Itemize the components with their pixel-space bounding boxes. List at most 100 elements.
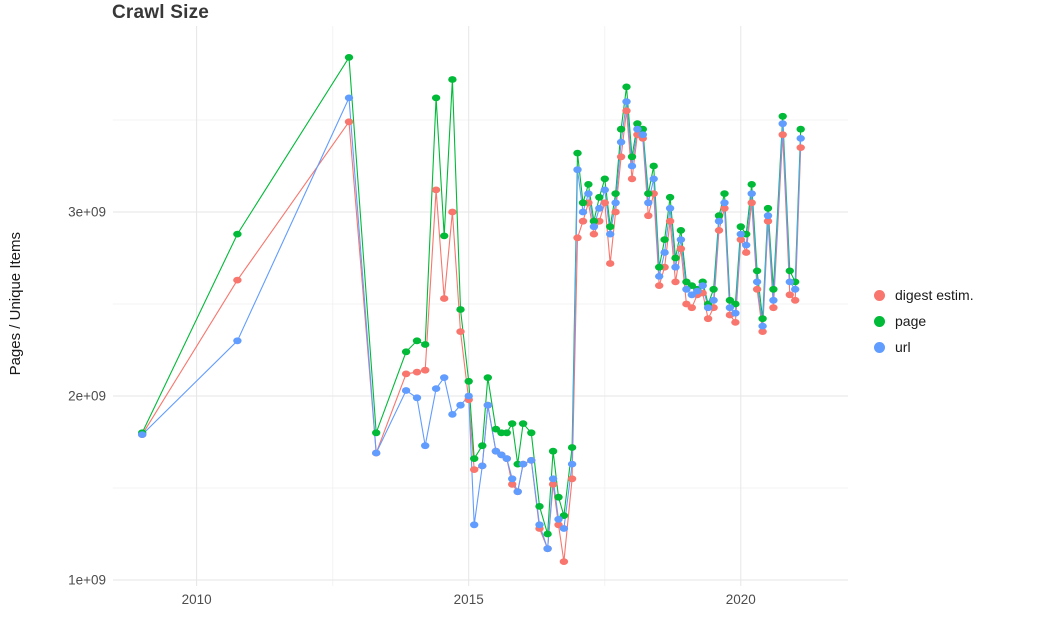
- data-point-page: [518, 420, 528, 427]
- data-point-digest-estim: [456, 328, 465, 335]
- data-point-url: [682, 285, 691, 293]
- data-point-page: [676, 227, 686, 234]
- data-point-url: [693, 287, 702, 295]
- data-point-page: [720, 190, 729, 198]
- data-point-page: [763, 204, 773, 212]
- data-point-digest-estim: [233, 276, 242, 284]
- data-point-url: [752, 278, 762, 286]
- data-point-url: [567, 460, 577, 468]
- data-point-page: [567, 444, 577, 451]
- data-point-page: [736, 223, 745, 231]
- data-point-url: [747, 190, 756, 198]
- data-point-url: [778, 120, 787, 128]
- data-point-url: [578, 208, 588, 216]
- data-point-page: [796, 125, 805, 133]
- data-point-url: [796, 135, 805, 142]
- data-point-page: [778, 112, 787, 120]
- data-point-digest-estim: [791, 296, 800, 304]
- data-point-page: [535, 503, 544, 510]
- data-point-page: [627, 153, 637, 161]
- data-point-url: [671, 263, 680, 271]
- data-point-url: [725, 304, 735, 312]
- data-point-page: [633, 120, 642, 128]
- legend-item-url: url: [874, 339, 974, 355]
- data-point-url: [703, 304, 713, 312]
- data-point-url: [478, 462, 487, 470]
- data-point-digest-estim: [703, 315, 713, 323]
- data-point-digest-estim: [622, 107, 631, 115]
- legend-label-url: url: [895, 339, 911, 355]
- data-point-page: [665, 193, 675, 201]
- data-point-page: [600, 175, 609, 183]
- data-point-digest-estim: [401, 370, 411, 378]
- data-point-digest-estim: [720, 204, 729, 212]
- data-point-url: [233, 337, 242, 345]
- data-point-page: [448, 76, 457, 83]
- data-point-digest-estim: [655, 282, 664, 289]
- series-line-url: [141, 95, 802, 549]
- data-point-page: [616, 125, 626, 133]
- data-point-digest-estim: [567, 475, 577, 483]
- data-point-url: [518, 460, 528, 468]
- y-tick-label: 2e+09: [68, 389, 106, 404]
- data-point-digest-estim: [448, 208, 457, 216]
- legend-key-dot-icon: [874, 289, 885, 301]
- legend-item-digest-estim: digest estim.: [874, 287, 974, 303]
- data-point-url: [584, 190, 593, 198]
- data-point-digest-estim: [589, 230, 599, 238]
- data-point-digest-estim: [470, 466, 479, 473]
- data-point-url: [622, 98, 631, 105]
- data-point-digest-estim: [736, 236, 745, 244]
- data-point-url: [627, 162, 637, 170]
- data-point-url: [401, 387, 411, 394]
- data-point-page: [478, 442, 487, 450]
- data-point-url: [638, 131, 647, 139]
- data-point-url: [611, 199, 620, 207]
- legend-key-dot-icon: [874, 341, 885, 353]
- data-point-digest-estim: [606, 260, 615, 267]
- data-point-page: [611, 190, 620, 198]
- legend-label-page: page: [895, 313, 927, 329]
- data-point-url: [138, 431, 147, 438]
- data-point-url: [535, 521, 544, 529]
- data-point-digest-estim: [671, 278, 680, 286]
- data-point-url: [731, 309, 740, 317]
- data-point-digest-estim: [412, 368, 422, 376]
- data-point-page: [456, 306, 465, 313]
- data-point-digest-estim: [644, 212, 653, 220]
- data-point-page: [769, 285, 778, 293]
- data-point-url: [464, 392, 473, 400]
- data-point-digest-estim: [559, 558, 569, 565]
- data-point-url: [769, 296, 778, 304]
- data-point-url: [502, 455, 511, 462]
- data-point-url: [513, 488, 522, 496]
- data-point-url: [763, 212, 773, 220]
- data-point-digest-estim: [578, 217, 588, 225]
- data-point-page: [671, 254, 680, 262]
- data-point-page: [584, 181, 593, 188]
- x-tick-label: 2010: [182, 592, 212, 607]
- data-point-url: [573, 166, 582, 174]
- data-point-digest-estim: [687, 304, 696, 312]
- legend-label-digest-estim: digest estim.: [895, 287, 974, 303]
- data-point-url: [665, 204, 675, 212]
- data-point-page: [344, 54, 354, 61]
- data-point-digest-estim: [600, 199, 609, 207]
- data-point-page: [554, 493, 563, 501]
- data-point-page: [464, 377, 473, 385]
- data-point-digest-estim: [752, 285, 762, 293]
- y-tick-label: 3e+09: [68, 205, 106, 220]
- data-point-digest-estim: [785, 291, 794, 299]
- data-point-url: [559, 525, 569, 532]
- data-point-page: [709, 285, 718, 293]
- data-point-url: [508, 475, 517, 483]
- data-point-url: [483, 401, 492, 409]
- data-point-digest-estim: [731, 319, 740, 326]
- data-point-digest-estim: [508, 480, 517, 488]
- data-point-page: [470, 455, 479, 462]
- data-point-page: [752, 267, 762, 275]
- data-point-digest-estim: [758, 328, 767, 335]
- data-point-url: [655, 273, 664, 280]
- data-point-page: [758, 315, 767, 323]
